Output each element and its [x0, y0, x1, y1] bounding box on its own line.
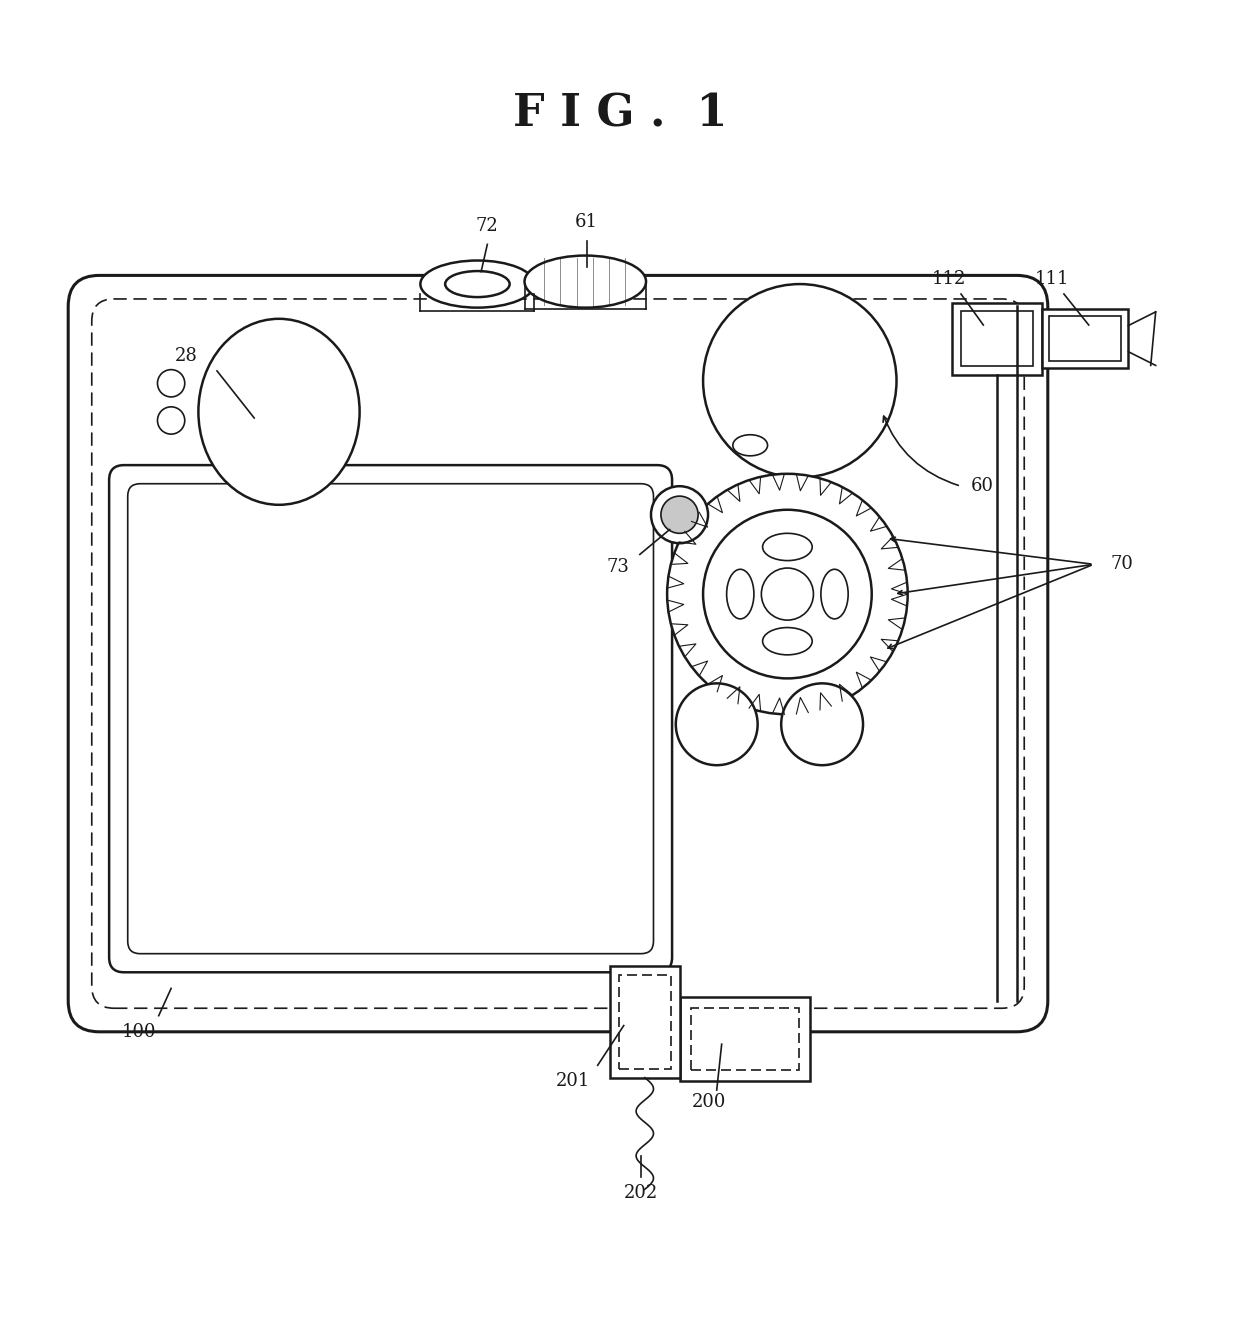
Text: 100: 100	[122, 1023, 156, 1040]
Bar	[691, 1008, 799, 1070]
Circle shape	[157, 370, 185, 397]
Text: 111: 111	[1034, 270, 1069, 288]
Circle shape	[157, 406, 185, 434]
Ellipse shape	[727, 569, 754, 619]
Text: F I G .  1: F I G . 1	[513, 93, 727, 136]
Text: 73: 73	[606, 558, 629, 575]
Ellipse shape	[733, 434, 768, 456]
Ellipse shape	[525, 256, 646, 308]
Bar	[610, 966, 680, 1078]
Ellipse shape	[821, 569, 848, 619]
Text: 72: 72	[476, 217, 498, 234]
Text: 61: 61	[575, 213, 598, 230]
FancyBboxPatch shape	[109, 465, 672, 972]
Bar	[961, 312, 1033, 366]
Circle shape	[761, 567, 813, 621]
Text: 70: 70	[1111, 555, 1133, 573]
FancyBboxPatch shape	[128, 484, 653, 954]
Bar	[952, 302, 1042, 374]
Text: 202: 202	[624, 1184, 658, 1201]
Bar	[680, 998, 810, 1082]
Circle shape	[781, 683, 863, 765]
Ellipse shape	[445, 270, 510, 297]
Bar	[619, 975, 671, 1070]
Bar	[1049, 316, 1121, 361]
Circle shape	[651, 486, 708, 543]
Circle shape	[703, 284, 897, 477]
Ellipse shape	[420, 261, 534, 308]
Circle shape	[661, 496, 698, 533]
Text: 28: 28	[175, 348, 197, 365]
Text: 200: 200	[692, 1094, 727, 1111]
Circle shape	[703, 510, 872, 678]
Ellipse shape	[763, 627, 812, 655]
FancyBboxPatch shape	[68, 276, 1048, 1032]
Ellipse shape	[198, 318, 360, 505]
Text: 112: 112	[931, 270, 966, 288]
Text: 60: 60	[971, 477, 993, 496]
Text: 201: 201	[556, 1072, 590, 1091]
Circle shape	[667, 474, 908, 714]
Bar	[1042, 309, 1128, 369]
Ellipse shape	[763, 533, 812, 561]
Circle shape	[676, 683, 758, 765]
